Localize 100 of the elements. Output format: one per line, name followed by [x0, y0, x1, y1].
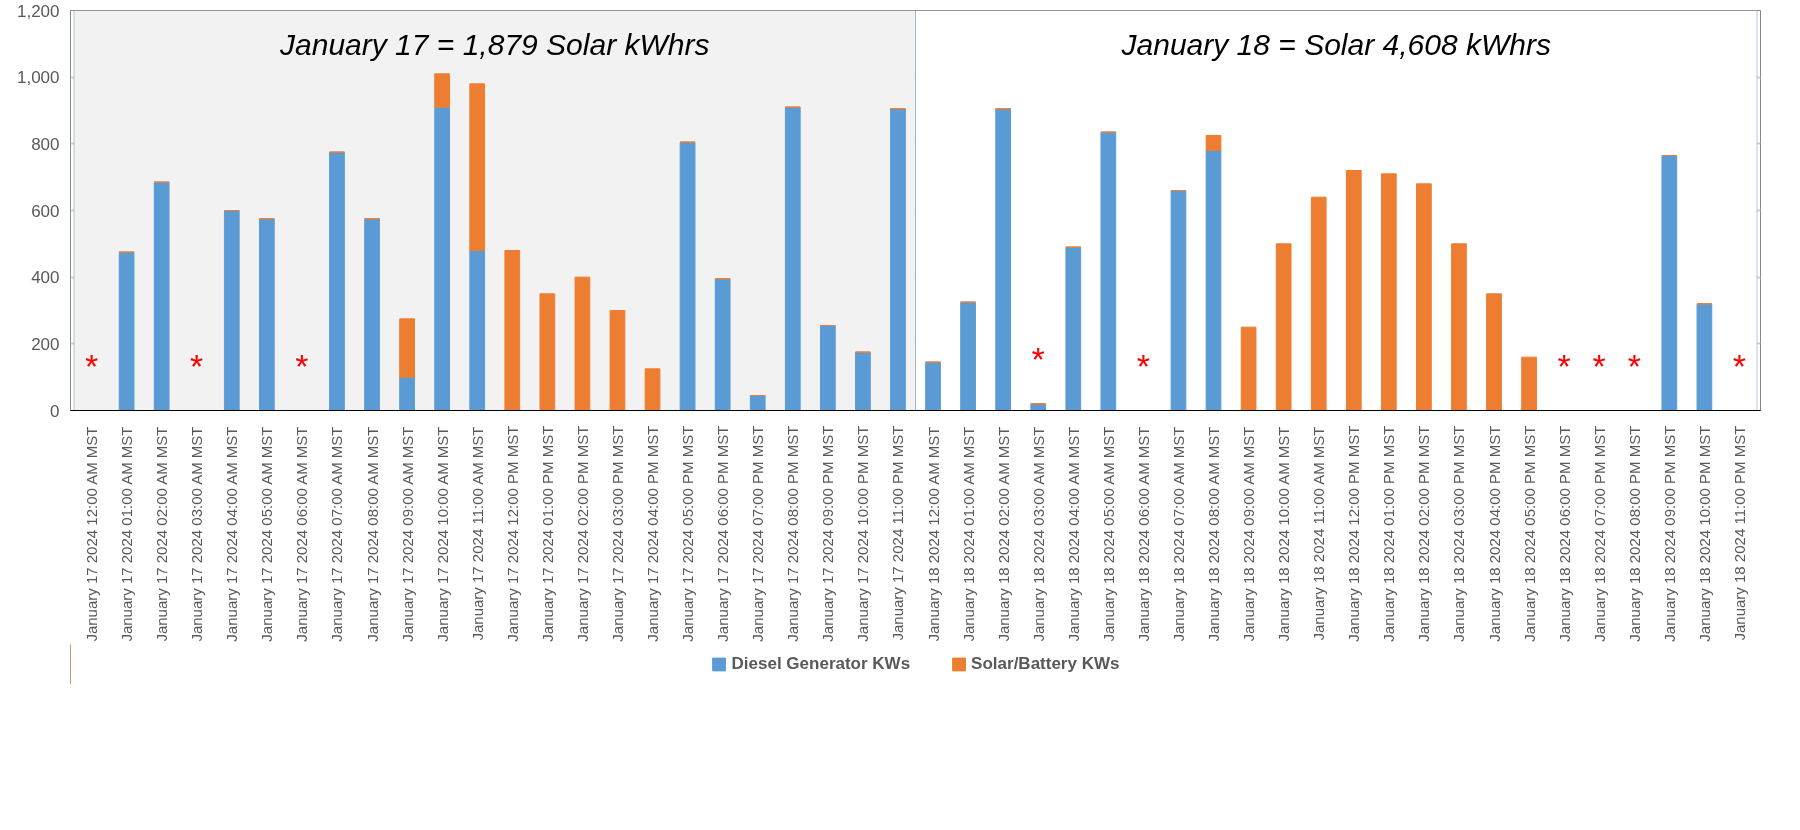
y-tick-label: 1,200 [16, 1, 60, 21]
bar [749, 395, 766, 411]
x-tick-label: January 18 2024 01:00 PM MST [1380, 425, 1398, 642]
x-tick-label: January 17 2024 10:00 AM MST [433, 426, 451, 642]
bar [504, 250, 521, 411]
bar [399, 318, 415, 378]
x-tick-label: January 17 2024 03:00 AM MST [188, 426, 206, 642]
bar [1100, 131, 1117, 411]
x-tick-label: January 18 2024 06:00 PM MST [1555, 425, 1573, 642]
annotation: * [1732, 346, 1747, 385]
legend-label: Solar/Battery KWs [971, 654, 1120, 674]
x-tick-label: January 17 2024 10:00 PM MST [854, 425, 872, 642]
bar [644, 368, 661, 411]
bar [1205, 135, 1222, 151]
bar [1310, 196, 1327, 411]
bar [714, 278, 731, 411]
bar [855, 351, 871, 411]
y-tick-label: 600 [31, 201, 60, 221]
bar [153, 181, 170, 411]
y-tick-label: 1,000 [16, 68, 60, 88]
bar [1240, 326, 1257, 411]
bar [819, 325, 836, 411]
bar [890, 108, 906, 411]
x-tick-label: January 17 2024 11:00 AM MST [468, 426, 486, 641]
bar [223, 210, 240, 411]
bar [1451, 243, 1467, 411]
annotation: * [1031, 339, 1045, 378]
x-tick-label: January 17 2024 07:00 AM MST [328, 426, 346, 642]
legend-label: Diesel Generator KWs [731, 654, 911, 674]
band-label: January 18 = Solar 4,608 kWhrs [1120, 27, 1551, 61]
x-tick-label: January 17 2024 06:00 AM MST [293, 426, 311, 642]
band-label: January 17 = 1,879 Solar kWhrs [279, 27, 710, 61]
annotation: * [190, 346, 204, 385]
x-tick-label: January 17 2024 12:00 AM MST [83, 426, 101, 642]
x-tick-label: January 18 2024 10:00 AM MST [1275, 426, 1293, 642]
x-tick-label: January 17 2024 01:00 AM MST [118, 426, 136, 642]
annotation: * [295, 346, 309, 385]
x-tick-label: January 18 2024 01:00 AM MST [959, 426, 977, 642]
annotation: * [1136, 346, 1151, 385]
x-tick-label: January 18 2024 07:00 PM MST [1590, 425, 1608, 642]
bar [434, 106, 451, 411]
x-tick-label: January 18 2024 06:00 AM MST [1134, 426, 1152, 642]
x-tick-label: January 17 2024 09:00 PM MST [819, 425, 837, 642]
bar [539, 293, 556, 411]
y-tick-label: 0 [50, 401, 60, 421]
x-tick-label: January 17 2024 05:00 AM MST [258, 426, 276, 642]
x-tick-label: January 17 2024 12:00 PM MST [503, 425, 521, 642]
x-tick-label: January 18 2024 07:00 AM MST [1169, 426, 1187, 642]
bar [1416, 183, 1432, 411]
x-tick-label: January 18 2024 12:00 PM MST [1345, 425, 1363, 642]
x-tick-label: January 17 2024 05:00 PM MST [679, 425, 697, 642]
x-tick-label: January 17 2024 04:00 PM MST [644, 425, 662, 642]
x-tick-label: January 17 2024 11:00 PM MST [889, 425, 907, 641]
bar [434, 73, 451, 108]
annotation: * [84, 346, 99, 385]
bar [679, 141, 696, 411]
x-tick-label: January 18 2024 11:00 AM MST [1310, 426, 1328, 641]
x-tick-label: January 18 2024 09:00 AM MST [1240, 426, 1258, 642]
bar [784, 106, 801, 411]
x-tick-label: January 17 2024 03:00 PM MST [608, 425, 626, 642]
bar [258, 218, 275, 411]
bar [1030, 403, 1047, 411]
bar [1521, 356, 1537, 411]
bar [1380, 173, 1397, 411]
bar [1275, 243, 1292, 411]
bar [1661, 155, 1678, 411]
bar [1170, 190, 1187, 411]
bar [1696, 303, 1713, 411]
bar [399, 376, 415, 411]
annotation: * [1557, 346, 1571, 385]
bar [364, 218, 380, 411]
y-tick-label: 800 [31, 134, 60, 154]
x-tick-label: January 18 2024 12:00 AM MST [924, 426, 942, 642]
y-tick-label: 400 [31, 268, 60, 288]
x-tick-label: January 18 2024 08:00 AM MST [1205, 426, 1223, 642]
x-tick-label: January 18 2024 11:00 PM MST [1730, 425, 1748, 641]
x-tick-label: January 18 2024 02:00 PM MST [1415, 425, 1433, 642]
bar [609, 310, 626, 411]
x-tick-label: January 18 2024 03:00 AM MST [1029, 426, 1047, 642]
bar [925, 361, 941, 411]
x-tick-label: January 18 2024 05:00 AM MST [1099, 426, 1117, 642]
x-tick-label: January 18 2024 04:00 PM MST [1485, 425, 1503, 642]
bar [329, 151, 345, 411]
annotation: * [1627, 346, 1641, 385]
x-tick-label: January 18 2024 03:00 PM MST [1450, 425, 1468, 642]
x-tick-label: January 18 2024 04:00 AM MST [1064, 426, 1082, 642]
bar [1345, 170, 1362, 411]
bar [1065, 246, 1082, 411]
bar [118, 251, 135, 411]
bar [469, 250, 486, 411]
x-tick-label: January 18 2024 08:00 PM MST [1625, 425, 1643, 642]
bar [1205, 150, 1222, 411]
bar [960, 301, 976, 411]
x-tick-label: January 18 2024 05:00 PM MST [1520, 425, 1538, 642]
x-tick-label: January 18 2024 09:00 PM MST [1660, 425, 1678, 642]
x-tick-label: January 17 2024 09:00 AM MST [398, 426, 416, 642]
x-tick-label: January 17 2024 02:00 AM MST [153, 426, 171, 642]
bar [995, 108, 1012, 411]
x-tick-label: January 17 2024 06:00 PM MST [714, 425, 732, 642]
x-tick-label: January 18 2024 02:00 AM MST [994, 426, 1012, 642]
